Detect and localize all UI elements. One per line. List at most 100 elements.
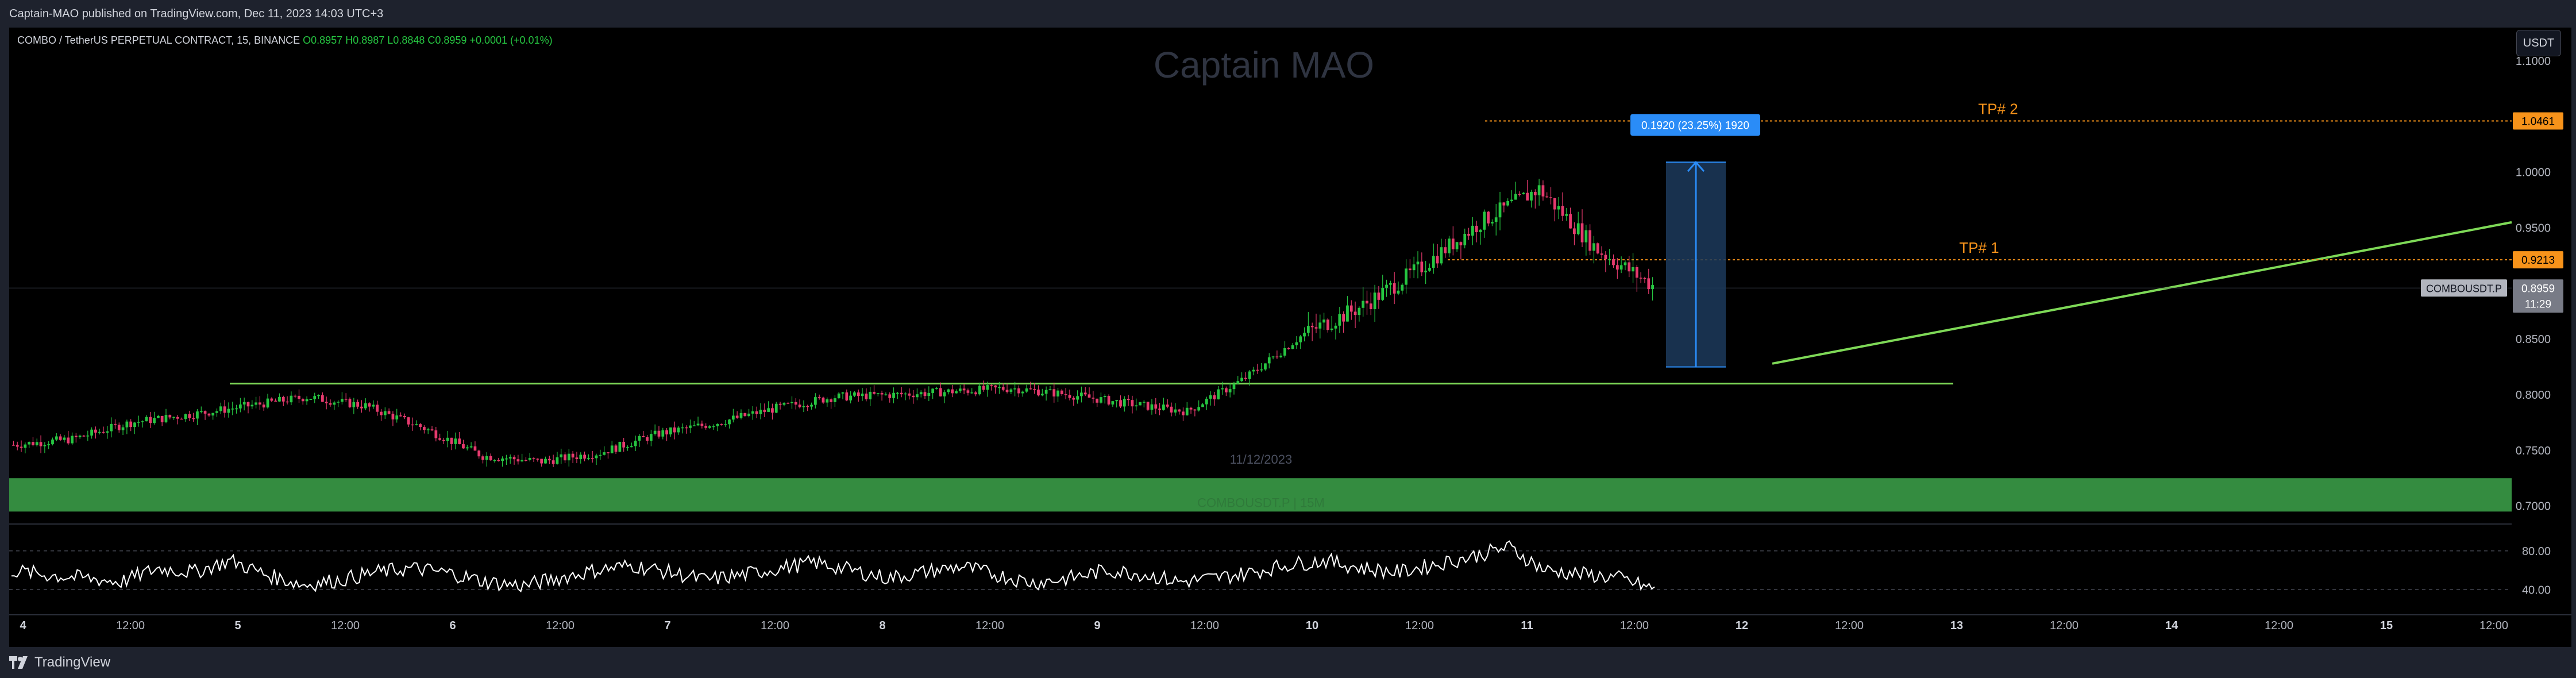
candle-body (1342, 314, 1345, 322)
candle-body (943, 392, 946, 396)
candle-body (853, 392, 856, 396)
symbol-tag-bg[interactable] (2421, 279, 2507, 297)
tradingview-logo[interactable]: TradingView (9, 654, 110, 671)
candle-body (290, 395, 293, 403)
candle-body (720, 423, 723, 425)
candle-body (364, 403, 367, 409)
candle-body (1463, 233, 1467, 246)
measure-label-bg[interactable] (1630, 114, 1760, 136)
candle-body (137, 422, 140, 423)
candle-body (751, 411, 754, 414)
candle-body (939, 388, 942, 396)
tp1-label: TP# 1 (1959, 239, 1999, 256)
candle-body (344, 399, 348, 400)
candle-body (1240, 377, 1243, 382)
candle-body (759, 410, 762, 414)
candle-body (1444, 247, 1447, 253)
candle-body (1459, 242, 1463, 246)
candle-body (305, 399, 308, 402)
candle-body (1256, 369, 1259, 371)
candle-body (837, 393, 840, 399)
candle-body (411, 424, 414, 426)
symbol-legend[interactable]: COMBO / TetherUS PERPETUAL CONTRACT, 15,… (17, 34, 553, 47)
candle-body (391, 414, 395, 419)
candle-body (415, 424, 418, 425)
candle-body (998, 387, 1001, 388)
time-tick-label: 11 (1521, 619, 1533, 632)
candle-body (262, 405, 265, 408)
symbol-title: COMBO / TetherUS PERPETUAL CONTRACT, 15,… (17, 34, 300, 46)
candle-body (1260, 369, 1263, 371)
candle-body (313, 396, 317, 399)
time-tick-label: 12:00 (975, 619, 1004, 632)
candle-body (830, 399, 832, 402)
candle-body (207, 413, 211, 416)
candle-body (430, 429, 434, 431)
candle-body (1522, 192, 1525, 194)
candle-body (1362, 301, 1365, 308)
chart-frame[interactable] (9, 28, 2571, 647)
tp1-price-tag-bg[interactable] (2513, 251, 2563, 269)
price-tick-label: 0.7000 (2516, 500, 2551, 513)
candle-body (1455, 242, 1459, 249)
candle-body (489, 456, 492, 461)
time-tick-label: 12:00 (331, 619, 360, 632)
candle-body (525, 460, 527, 461)
candle-body (908, 393, 911, 396)
time-tick-label: 12:00 (1620, 619, 1649, 632)
oscillator-line[interactable] (11, 540, 1655, 593)
candle-body (970, 392, 974, 394)
candle-body (1197, 407, 1201, 411)
candle-body (129, 421, 133, 427)
candle-body (806, 406, 809, 407)
candle-body (270, 398, 273, 401)
candle-body (778, 403, 782, 405)
candle-body (731, 415, 735, 420)
tradingview-brand: TradingView (34, 654, 111, 670)
candle-body (35, 442, 38, 446)
candle-body (188, 414, 191, 418)
candle-body (755, 411, 758, 414)
candle-body (583, 454, 586, 459)
candle-body (501, 459, 504, 461)
candle-body (1580, 223, 1584, 242)
candle-body (685, 427, 688, 429)
candle-body (1150, 404, 1154, 410)
candle-body (1236, 381, 1240, 384)
quote-currency-button[interactable]: USDT (2516, 30, 2561, 56)
candle-body (564, 454, 566, 461)
candle-body (90, 429, 93, 436)
rising-trendline[interactable] (1772, 221, 2512, 365)
candle-body (786, 403, 790, 404)
candle-body (571, 453, 574, 458)
time-tick-label: 12:00 (2265, 619, 2293, 632)
candle-body (681, 427, 684, 429)
price-tick-label: 1.1000 (2516, 55, 2551, 68)
price-tick-label: 0.7500 (2516, 445, 2551, 457)
candle-body (110, 423, 113, 432)
candle-body (1170, 406, 1173, 413)
tp2-price-tag-bg[interactable] (2513, 112, 2563, 130)
candle-body (1318, 322, 1322, 329)
candle-body (341, 399, 344, 402)
candle-body (219, 406, 222, 411)
candle-body (294, 395, 297, 397)
candle-body (1310, 326, 1314, 328)
price-tick-label: 1.0000 (2516, 167, 2551, 179)
candle-body (419, 424, 422, 427)
candle-body (1349, 305, 1353, 312)
support-zone[interactable] (9, 478, 2512, 512)
ohlc-open: O0.8957 (303, 34, 343, 46)
candle-body (966, 390, 970, 393)
candle-body (1338, 314, 1341, 326)
candle-body (1409, 268, 1412, 271)
candle-body (337, 402, 340, 403)
candle-body (1405, 268, 1407, 285)
price-axis-bg[interactable] (2512, 28, 2571, 647)
candle-body (497, 460, 500, 461)
candle-body (1299, 336, 1302, 342)
candle-body (1154, 404, 1158, 409)
last-price-tag-bg[interactable] (2513, 279, 2563, 313)
candle-body (849, 395, 853, 400)
